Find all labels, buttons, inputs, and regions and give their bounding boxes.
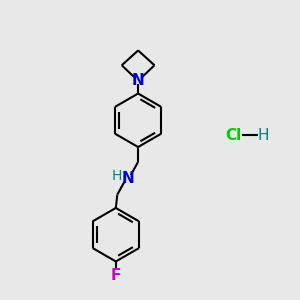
Text: Cl: Cl [225,128,241,142]
Text: H: H [257,128,269,142]
Text: H: H [111,169,122,183]
Text: F: F [111,268,121,283]
Text: N: N [132,73,145,88]
Text: N: N [121,171,134,186]
